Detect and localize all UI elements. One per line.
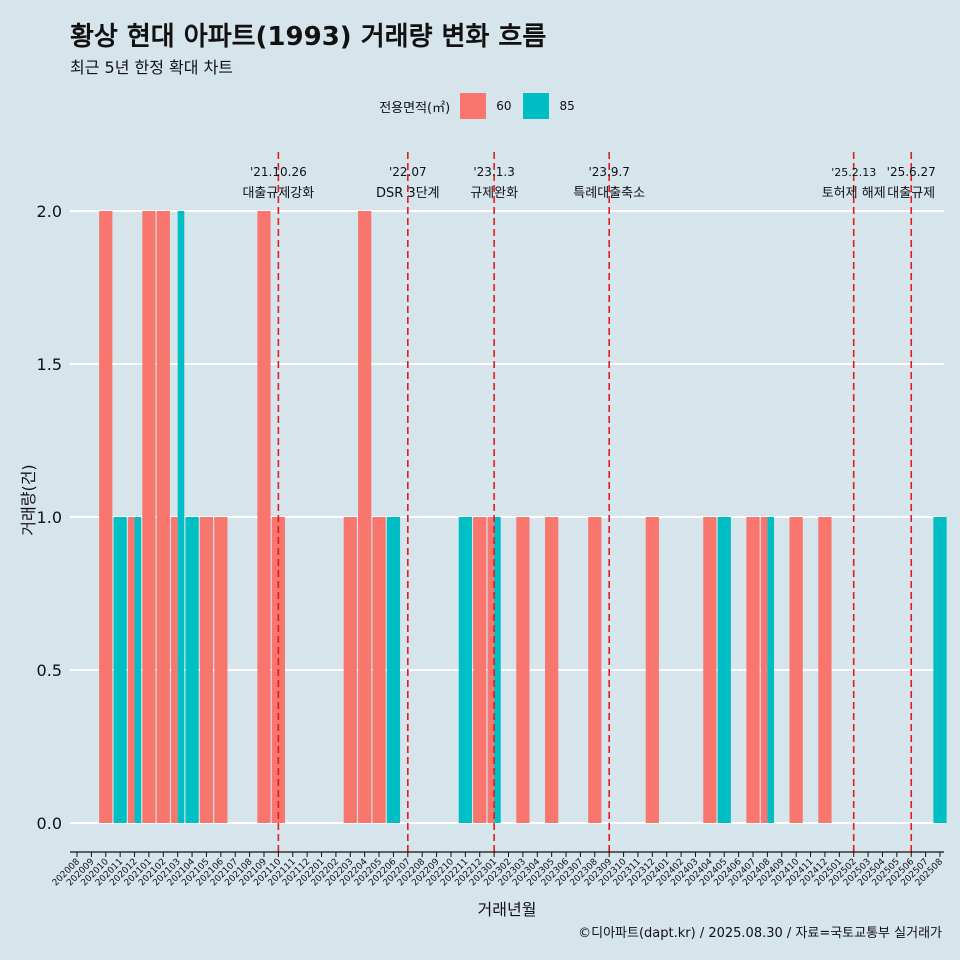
event-date: '25.6.27: [887, 165, 936, 179]
bar-202308-60: [588, 517, 602, 823]
legend-label-60: 60: [496, 99, 512, 113]
bar-202305-60: [545, 517, 559, 823]
event-label: 대출규제: [887, 186, 935, 201]
bar-202312-60: [645, 517, 659, 823]
event-label: 토허제 해제: [822, 186, 886, 201]
bar-202101-60: [142, 211, 156, 823]
bar-202301-60: [487, 517, 495, 823]
y-tick-label: 1.0: [37, 508, 62, 527]
bar-202012-85: [134, 517, 142, 823]
bar-202103-60: [171, 517, 178, 823]
bar-202204-60: [358, 211, 372, 823]
chart-subtitle: 최근 5년 한정 확대 차트: [70, 58, 234, 77]
y-tick-label: 1.5: [37, 355, 62, 374]
bar-202410-60: [789, 517, 803, 823]
bar-202012-60: [127, 517, 135, 823]
legend: 전용면적(㎡) 60 85: [0, 93, 960, 119]
event-date: '25.2.13: [831, 166, 876, 179]
y-tick-label: 0.5: [37, 661, 62, 680]
legend-swatch-85: [523, 93, 550, 119]
credit-text: ©디아파트(dapt.kr) / 2025.08.30 / 자료=국토교통부 실…: [578, 926, 942, 941]
bar-202407-60: [746, 517, 760, 823]
event-label: 특례대출축소: [573, 186, 645, 201]
bar-202408-60: [760, 517, 768, 823]
y-axis-title: 거래량(건): [19, 464, 38, 535]
bar-202010-60: [99, 211, 113, 823]
bar-202412-60: [818, 517, 832, 823]
bar-202105-60: [199, 517, 214, 823]
bar-202103-85: [177, 211, 185, 823]
x-axis-title: 거래년월: [478, 900, 537, 919]
bar-202408-85: [767, 517, 775, 823]
bar-202206-85: [386, 517, 401, 823]
legend-swatch-60: [460, 93, 487, 119]
bar-202106-60: [214, 517, 228, 823]
event-date: '23.9.7: [588, 165, 629, 179]
event-label: 대출규제강화: [242, 186, 314, 201]
event-date: '21.10.26: [250, 165, 307, 179]
bar-202212-60: [473, 517, 487, 823]
y-tick-label: 2.0: [37, 202, 62, 221]
bar-202211-85: [458, 517, 472, 823]
legend-label-85: 85: [559, 99, 575, 113]
bar-202011-85: [113, 517, 127, 823]
legend-title: 전용면적(㎡): [379, 100, 451, 116]
event-date: '23.1.3: [473, 165, 514, 179]
event-label: DSR 3단계: [376, 186, 440, 201]
bar-202102-60: [156, 211, 170, 823]
bar-202301-85: [494, 517, 501, 823]
bar-202303-60: [516, 517, 530, 823]
chart-title: 황상 현대 아파트(1993) 거래량 변화 흐름: [70, 22, 547, 52]
bar-202104-85: [185, 517, 199, 823]
bar-202203-60: [343, 517, 357, 823]
event-date: '22.07: [389, 165, 427, 179]
y-tick-label: 0.0: [37, 814, 62, 833]
bar-202405-85: [717, 517, 731, 823]
bar-202109-60: [257, 211, 271, 823]
event-label: 규제완화: [470, 186, 518, 201]
bar-202205-60: [372, 517, 386, 823]
bar-202404-60: [703, 517, 717, 823]
bar-202508-85: [933, 517, 947, 823]
